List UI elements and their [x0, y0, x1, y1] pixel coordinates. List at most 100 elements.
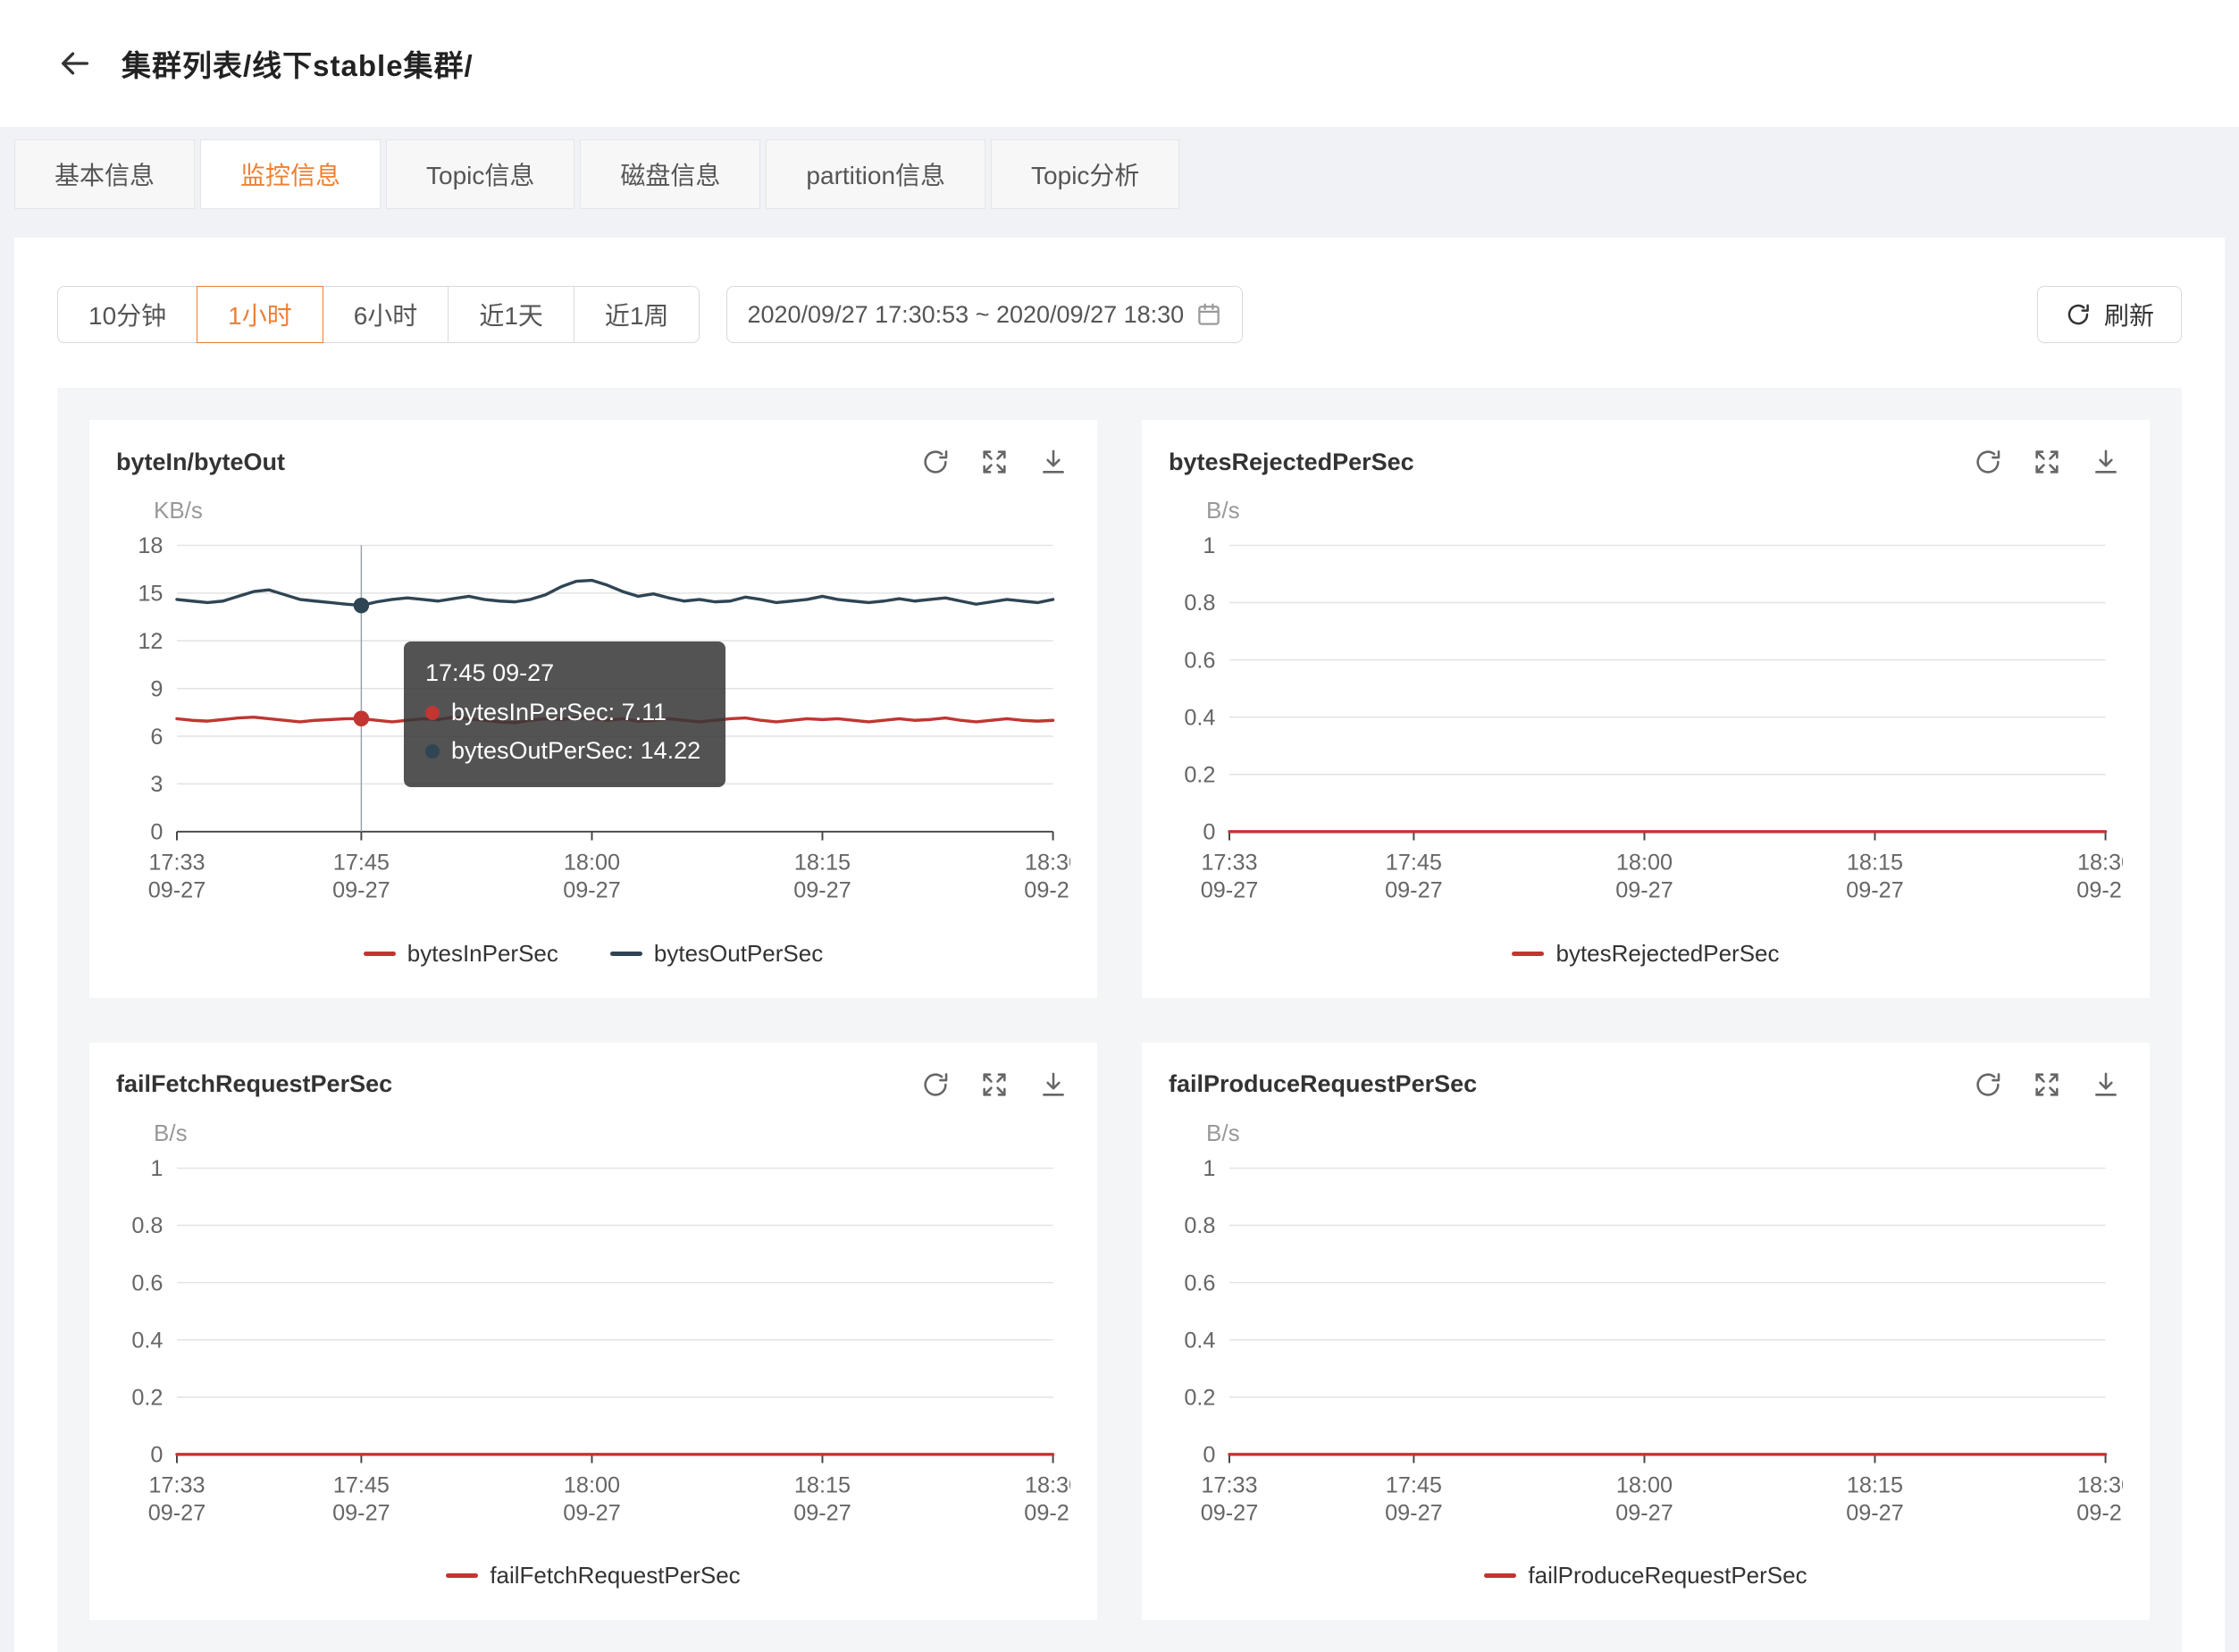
range-button-0[interactable]: 10分钟: [57, 286, 198, 343]
legend-swatch: [1512, 951, 1545, 956]
chart-toolbox: [918, 1068, 1070, 1102]
tab-[interactable]: 基本信息: [14, 139, 196, 209]
legend-label: bytesInPerSec: [407, 939, 558, 967]
chart-download-icon[interactable]: [1036, 1068, 1070, 1102]
chart-toolbox: [918, 445, 1070, 479]
legend-item-bytesoutpersec[interactable]: bytesOutPerSec: [609, 940, 823, 968]
chart-title: bytesRejectedPerSec: [1169, 448, 1414, 475]
svg-text:18:30: 18:30: [1025, 1472, 1070, 1497]
svg-text:18:30: 18:30: [2077, 1472, 2123, 1497]
svg-text:09-27: 09-27: [563, 878, 621, 903]
chart-legend: failProduceRequestPerSec: [1169, 1562, 2123, 1589]
svg-text:17:45: 17:45: [1386, 851, 1442, 876]
chart-card-failproducerequestpersec: failProduceRequestPerSec B/s 0 0.2 0.4 0.6 0.8…: [1142, 1042, 2150, 1621]
y-grid: 0 0.2 0.4 0.6 0.8 1: [1184, 1156, 2106, 1467]
tab-partition[interactable]: partition信息: [766, 139, 986, 209]
tab-[interactable]: 监控信息: [200, 139, 382, 209]
svg-text:18:15: 18:15: [1847, 1472, 1903, 1497]
svg-text:17:45: 17:45: [333, 1472, 390, 1497]
svg-text:18:00: 18:00: [564, 851, 620, 876]
chart-expand-icon[interactable]: [2030, 445, 2064, 479]
chart-expand-icon[interactable]: [977, 445, 1011, 479]
legend-item-failproducerequestpersec[interactable]: failProduceRequestPerSec: [1484, 1562, 1807, 1589]
page-header: 集群列表/线下stable集群/: [0, 0, 2239, 127]
range-button-1[interactable]: 1小时: [197, 286, 323, 343]
svg-text:18:00: 18:00: [1616, 851, 1673, 876]
date-range-picker[interactable]: 2020/09/27 17:30:53 ~ 2020/09/27 18:30:5…: [726, 286, 1244, 343]
svg-text:17:45: 17:45: [1386, 1472, 1442, 1497]
back-button[interactable]: [52, 40, 98, 87]
y-grid: 0 0.2 0.4 0.6 0.8 1: [1184, 533, 2106, 845]
tab-topic[interactable]: Topic信息: [386, 139, 575, 209]
range-button-3[interactable]: 近1天: [448, 286, 574, 343]
legend-label: failProduceRequestPerSec: [1528, 1562, 1807, 1589]
svg-text:1: 1: [1203, 1156, 1215, 1181]
svg-text:0.8: 0.8: [1184, 591, 1215, 616]
svg-text:09-27: 09-27: [2076, 1500, 2123, 1525]
chart-canvas[interactable]: 00.20.40.60.8117:3309-2717:4509-2718:000…: [1169, 528, 2123, 927]
svg-text:0.6: 0.6: [131, 1270, 163, 1296]
y-axis-unit: B/s: [1206, 1119, 1240, 1146]
svg-text:09-27: 09-27: [1615, 1500, 1673, 1525]
svg-text:15: 15: [138, 582, 163, 607]
svg-text:0.4: 0.4: [1184, 1328, 1215, 1353]
svg-text:09-27: 09-27: [793, 878, 851, 903]
chart-canvas[interactable]: 00.20.40.60.8117:3309-2717:4509-2718:000…: [116, 1151, 1070, 1550]
range-button-2[interactable]: 6小时: [322, 286, 449, 343]
svg-text:17:33: 17:33: [148, 1472, 205, 1497]
svg-text:1: 1: [1203, 533, 1215, 558]
refresh-button[interactable]: 刷新: [2036, 286, 2182, 343]
arrow-left-icon: [62, 52, 89, 75]
chart-download-icon[interactable]: [2089, 1068, 2123, 1102]
tab-topic[interactable]: Topic分析: [991, 139, 1180, 209]
refresh-icon: [2067, 304, 2089, 325]
svg-text:09-27: 09-27: [1615, 878, 1673, 903]
chart-refresh-icon[interactable]: [1971, 445, 2005, 479]
chart-toolbox: [1971, 445, 2123, 479]
svg-text:0.2: 0.2: [1184, 1385, 1215, 1410]
svg-text:0.6: 0.6: [1184, 648, 1215, 673]
chart-canvas[interactable]: 00.20.40.60.8117:3309-2717:4509-2718:000…: [1169, 1151, 2123, 1550]
svg-text:1: 1: [150, 1156, 163, 1181]
x-axis: 17:3309-2717:4509-2718:0009-2718:1509-27…: [1201, 1454, 2123, 1525]
chart-card-failfetchrequestpersec: failFetchRequestPerSec B/s 0 0.2 0.4 0.6 0.8 1 1…: [89, 1042, 1097, 1621]
chart-download-icon[interactable]: [2089, 445, 2123, 479]
svg-text:17:33: 17:33: [148, 851, 205, 876]
svg-text:09-27: 09-27: [1846, 1500, 1904, 1525]
chart-download-icon[interactable]: [1036, 445, 1070, 479]
chart-canvas[interactable]: 036912151817:3309-2717:4509-2718:0009-27…: [116, 528, 1070, 927]
chart-refresh-icon[interactable]: [1971, 1068, 2005, 1102]
svg-text:09-27: 09-27: [332, 878, 390, 903]
legend-item-bytesrejectedpersec[interactable]: bytesRejectedPerSec: [1512, 940, 1780, 968]
legend-swatch: [363, 951, 396, 956]
date-range-text: 2020/09/27 17:30:53 ~ 2020/09/27 18:30:5…: [747, 300, 1184, 328]
chart-expand-icon[interactable]: [977, 1068, 1011, 1102]
y-grid: 0 0.2 0.4 0.6 0.8 1: [131, 1156, 1053, 1467]
svg-text:09-27: 09-27: [332, 1500, 390, 1525]
legend-swatch: [609, 951, 642, 956]
chart-title: byteIn/byteOut: [116, 448, 286, 475]
y-axis-unit: B/s: [1206, 497, 1240, 524]
svg-text:17:45: 17:45: [333, 851, 390, 876]
chart-refresh-icon[interactable]: [918, 1068, 952, 1102]
svg-text:18:00: 18:00: [1616, 1472, 1673, 1497]
legend-item-bytesinpersec[interactable]: bytesInPerSec: [363, 939, 558, 968]
series-lines: [175, 578, 1055, 725]
chart-expand-icon[interactable]: [2030, 1068, 2064, 1102]
svg-text:09-27: 09-27: [1385, 1500, 1443, 1525]
svg-text:09-27: 09-27: [1846, 878, 1904, 903]
svg-text:0.8: 0.8: [1184, 1213, 1215, 1238]
chart-title: failProduceRequestPerSec: [1169, 1070, 1478, 1098]
legend-item-failfetchrequestpersec[interactable]: failFetchRequestPerSec: [446, 1562, 741, 1589]
x-axis: 17:3309-2717:4509-2718:0009-2718:1509-27…: [148, 831, 1070, 903]
svg-text:09-27: 09-27: [1201, 1500, 1259, 1525]
svg-text:0.8: 0.8: [131, 1213, 163, 1238]
legend-label: failFetchRequestPerSec: [490, 1562, 741, 1589]
breadcrumb: 集群列表/线下stable集群/: [122, 49, 474, 82]
chart-refresh-icon[interactable]: [918, 445, 952, 479]
range-button-4[interactable]: 近1周: [573, 286, 700, 343]
tab-[interactable]: 磁盘信息: [580, 139, 761, 209]
svg-text:0.4: 0.4: [1184, 705, 1215, 730]
chart-card-bytein-byteout: byteIn/byteOut KB/s 0 3 6 9 12 15 18 17:33 09-27 17…: [89, 420, 1097, 998]
svg-text:09-27: 09-27: [1024, 1500, 1070, 1525]
